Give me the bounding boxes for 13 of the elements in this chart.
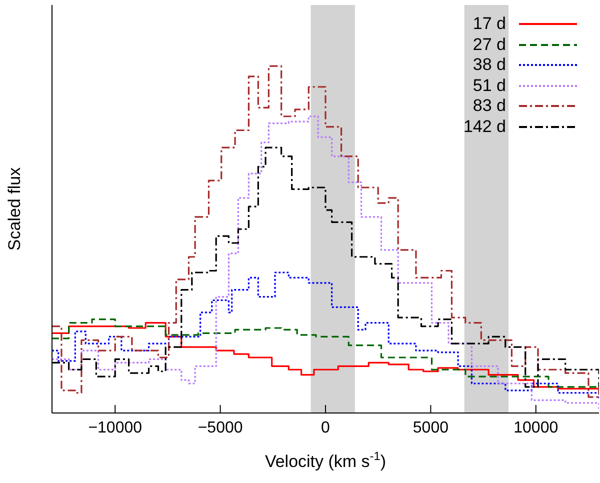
x-tick-label: −5000 bbox=[198, 419, 243, 436]
legend-label: 51 d bbox=[472, 76, 506, 96]
legend-label: 38 d bbox=[472, 55, 506, 76]
y-axis-title: Scaled flux bbox=[5, 166, 24, 251]
legend-label: 83 d bbox=[472, 96, 506, 116]
x-axis-title: Velocity (km s$^{-1}$) bbox=[264, 449, 386, 471]
legend-label: 27 d bbox=[472, 34, 506, 55]
legend-label: 17 d bbox=[472, 14, 506, 34]
x-tick-label: 10000 bbox=[514, 419, 558, 436]
x-tick-label: 5000 bbox=[412, 419, 449, 436]
x-tick-label: 0 bbox=[321, 419, 330, 436]
legend-label: 142 d bbox=[463, 116, 506, 137]
x-tick-label: −10000 bbox=[88, 419, 142, 436]
